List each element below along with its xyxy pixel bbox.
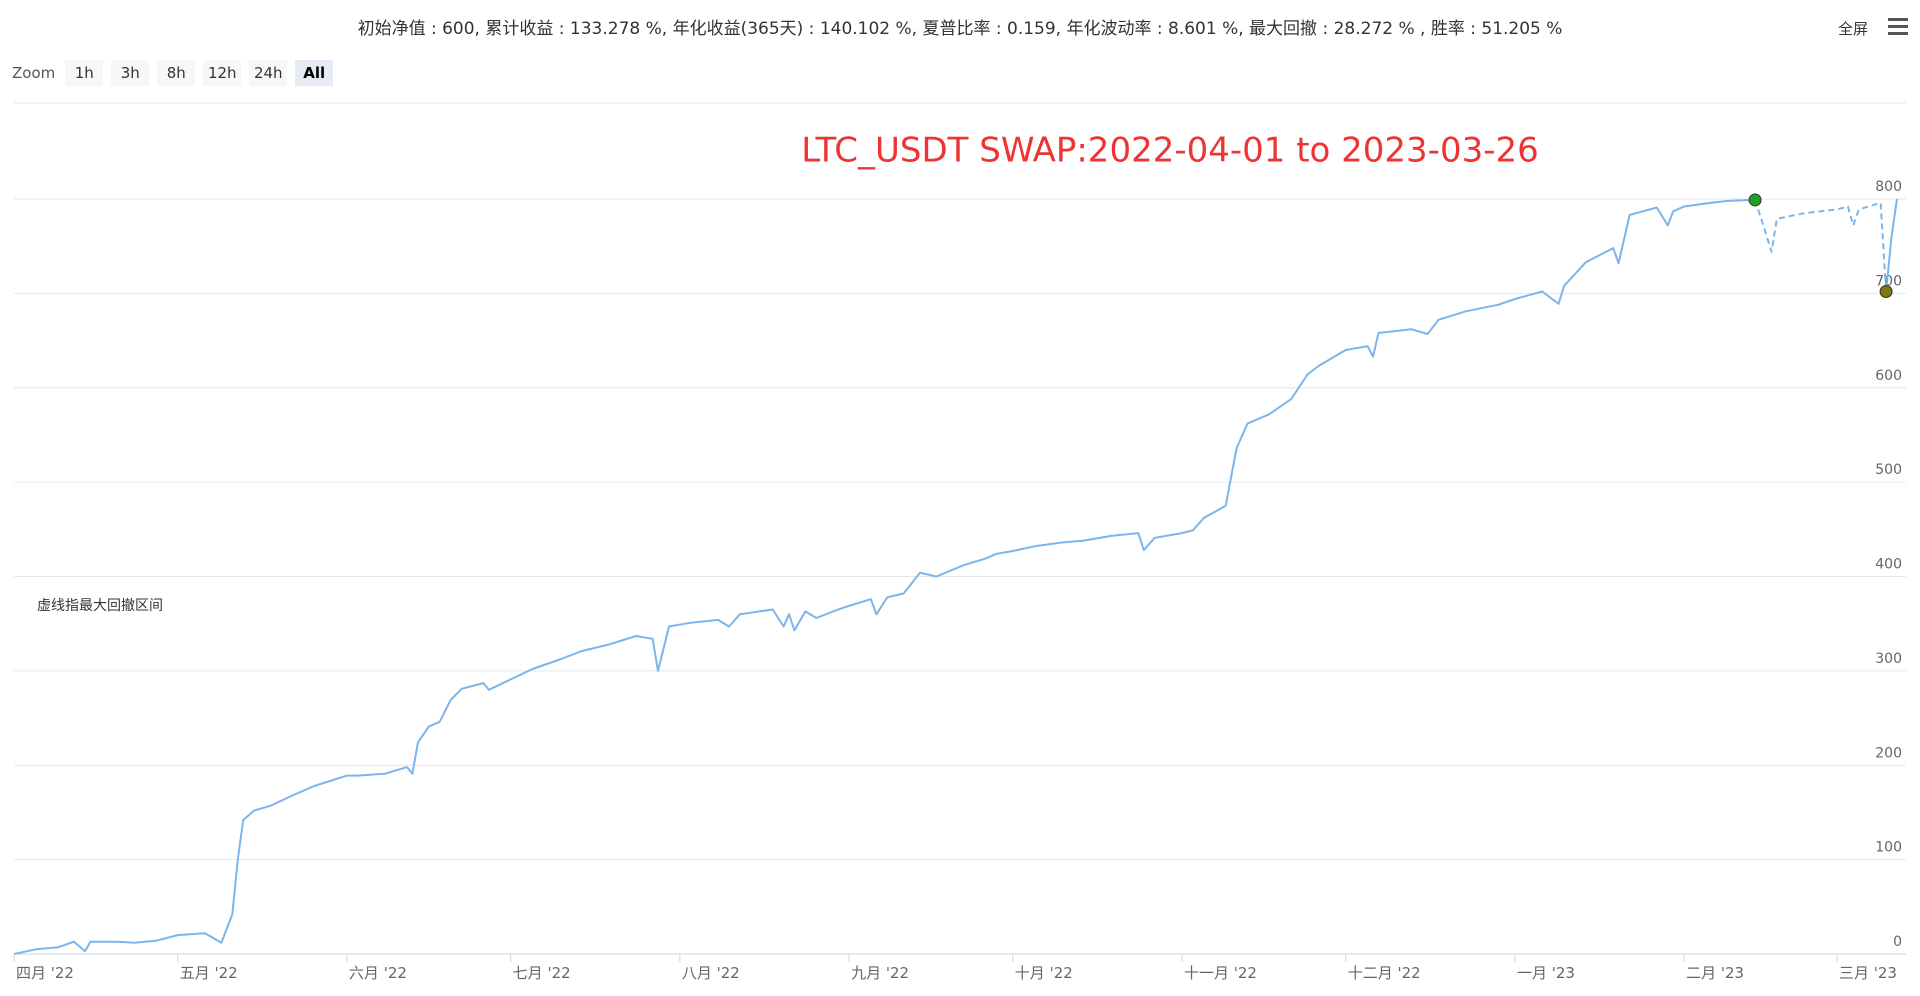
zoom-label: Zoom [12, 64, 56, 82]
y-tick-label: 200 [1875, 745, 1902, 761]
zoom-button[interactable]: 8h [157, 60, 196, 86]
y-tick-label: 300 [1875, 651, 1902, 667]
zoom-bar: Zoom 1h 3h 8h 12h 24h All [12, 60, 341, 86]
series-line [13, 198, 1898, 955]
x-tick-label: 十二月 '22 [1348, 964, 1421, 982]
zoom-button[interactable]: All [295, 60, 334, 86]
y-tick-label: 700 [1875, 273, 1902, 289]
y-tick-label: 400 [1875, 557, 1902, 573]
zoom-button[interactable]: 1h [65, 60, 104, 86]
x-tick-label: 九月 '22 [851, 964, 909, 982]
x-tick-label: 三月 '23 [1839, 964, 1897, 982]
stats-summary: 初始净值 : 600, 累计收益 : 133.278 %, 年化收益(365天)… [357, 19, 1563, 39]
chart-title: LTC_USDT SWAP:2022-04-01 to 2023-03-26 [801, 131, 1539, 171]
series-line [1754, 199, 1888, 292]
drawdown-marker [1879, 284, 1893, 298]
y-tick-label: 100 [1875, 840, 1902, 856]
y-tick-label: 600 [1875, 368, 1902, 384]
zoom-button[interactable]: 12h [203, 60, 242, 86]
x-tick-label: 七月 '22 [513, 964, 571, 982]
zoom-button[interactable]: 24h [249, 60, 288, 86]
y-tick-label: 800 [1875, 179, 1902, 195]
x-tick-label: 十月 '22 [1015, 964, 1073, 982]
x-tick-label: 五月 '22 [180, 964, 238, 982]
y-tick-label: 500 [1875, 462, 1902, 478]
zoom-button[interactable]: 3h [111, 60, 150, 86]
y-tick-label: 0 [1893, 934, 1902, 950]
x-tick-label: 二月 '23 [1686, 964, 1744, 982]
fullscreen-button[interactable]: 全屏 [1838, 20, 1869, 38]
x-tick-label: 六月 '22 [349, 964, 407, 982]
drawdown-marker [1748, 193, 1762, 207]
menu-button[interactable] [1888, 18, 1908, 39]
annotation: 虚线指最大回撤区间 [37, 598, 163, 614]
x-tick-label: 十一月 '22 [1184, 964, 1257, 982]
x-tick-label: 四月 '22 [16, 964, 74, 982]
x-tick-label: 一月 '23 [1517, 964, 1575, 982]
x-tick-label: 八月 '22 [682, 964, 740, 982]
